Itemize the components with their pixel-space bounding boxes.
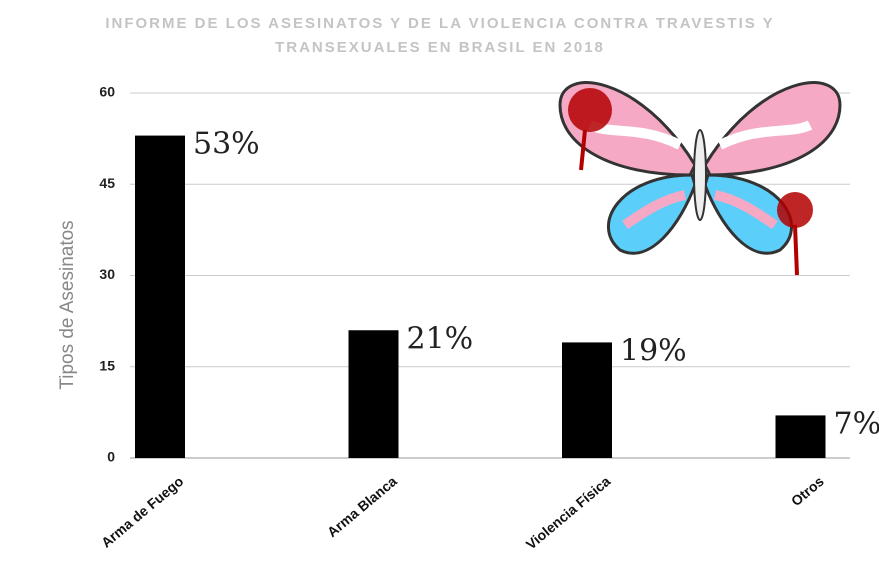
chart-title: TRANSEXUALES EN BRASIL EN 2018 — [275, 39, 605, 56]
y-axis-label: Tipos de Asesinatos — [57, 220, 78, 389]
y-tick-label: 15 — [99, 357, 115, 373]
y-tick-label: 0 — [107, 449, 115, 465]
value-label: 53% — [193, 127, 260, 162]
y-tick-label: 45 — [99, 175, 115, 191]
chart-title: INFORME DE LOS ASESINATOS Y DE LA VIOLEN… — [105, 15, 774, 32]
x-tick-label: Otros — [788, 473, 827, 509]
bar — [775, 415, 826, 458]
value-label: 21% — [407, 321, 474, 356]
butterfly-illustration — [558, 81, 842, 276]
x-tick-label: Arma Blanca — [324, 473, 400, 540]
y-tick-label: 60 — [99, 84, 115, 100]
bar — [135, 135, 185, 459]
x-tick-label: Arma de Fuego — [98, 473, 186, 551]
bar — [562, 342, 612, 458]
value-label: 19% — [620, 333, 687, 368]
bar — [348, 330, 399, 458]
y-tick-label: 30 — [99, 266, 115, 282]
x-tick-label: Violencia Física — [523, 473, 614, 553]
value-label: 7% — [834, 406, 879, 441]
